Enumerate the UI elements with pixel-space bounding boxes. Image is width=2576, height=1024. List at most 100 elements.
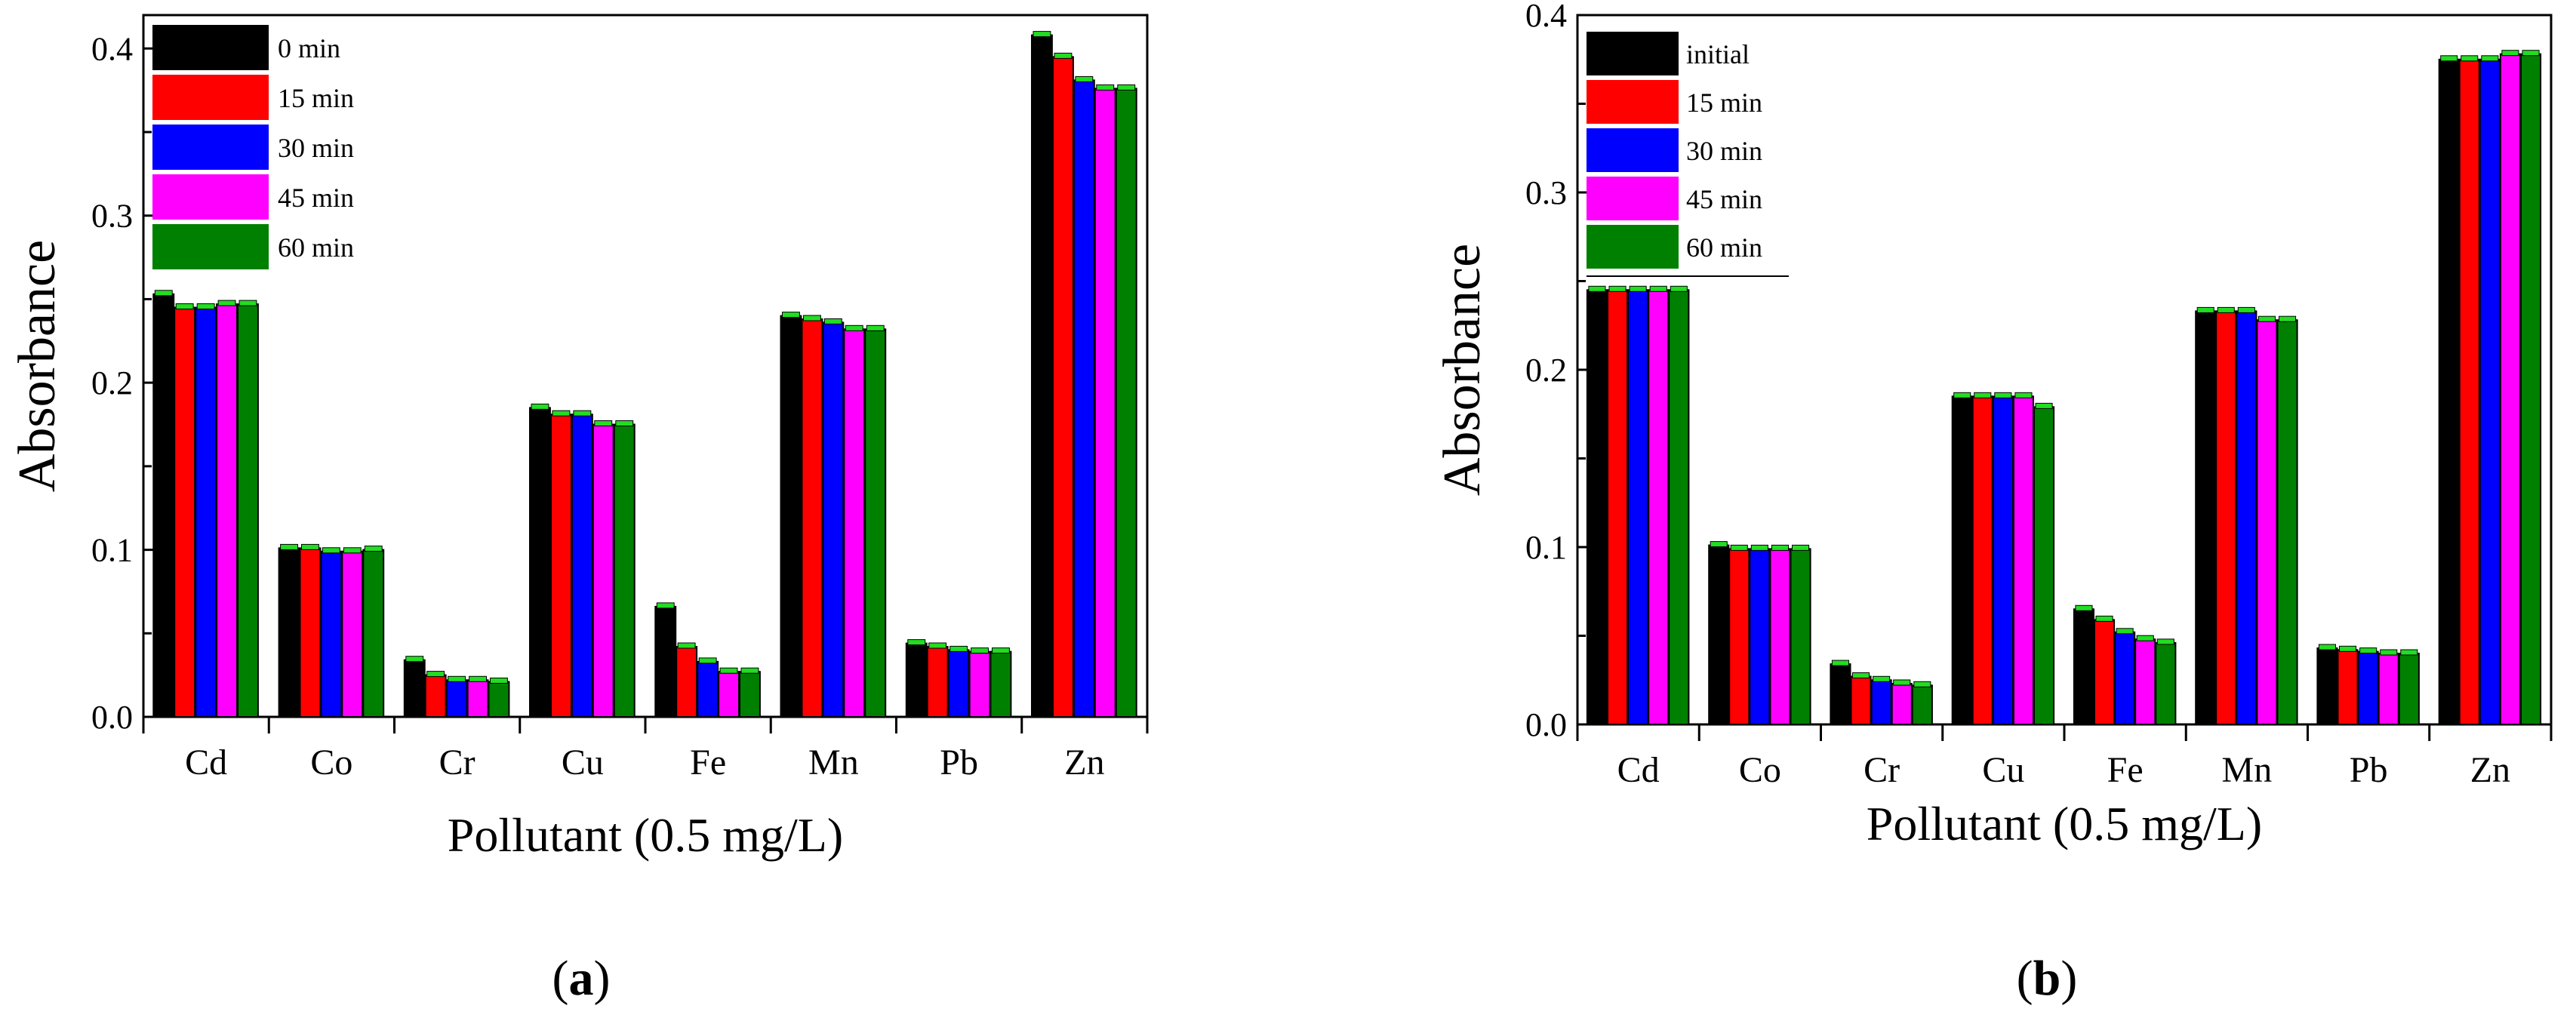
- error-bar-mn-4: [866, 324, 885, 331]
- bar-fe-3: [718, 671, 740, 718]
- bar-co-3: [341, 550, 364, 718]
- error-bar-cu-4: [2035, 402, 2053, 409]
- y-tick-label: 0.1: [91, 532, 133, 569]
- error-bar-mn-0: [2196, 306, 2214, 313]
- x-tick-label: Co: [1739, 750, 1781, 790]
- bar-zn-2: [1073, 79, 1095, 718]
- chart-panel-a: 0.0 0.1 0.2 0.3 0.4 Cd Co Cr Cu Fe Mn Pb Zn 0 min 1…: [8, 14, 1149, 1006]
- bar-cu-1: [1971, 395, 1993, 726]
- error-bar-co-0: [1710, 541, 1728, 548]
- error-bar-mn-3: [845, 324, 863, 331]
- x-tick-label: Co: [310, 743, 352, 783]
- error-bar-co-2: [322, 547, 340, 554]
- error-bar-fe-4: [740, 667, 759, 674]
- bar-co-1: [1728, 548, 1750, 726]
- panel-label-letter: b: [2033, 951, 2061, 1006]
- error-bar-pb-4: [2400, 649, 2418, 656]
- bar-zn-4: [1115, 88, 1137, 718]
- bar-pb-3: [968, 650, 991, 718]
- legend-label: 45 min: [278, 183, 354, 213]
- x-axis-title: Pollutant (0.5 mg/L): [448, 808, 843, 862]
- error-bar-cu-4: [615, 420, 634, 426]
- error-bar-fe-4: [2156, 638, 2174, 645]
- bar-zn-0: [2438, 58, 2460, 726]
- bar-cd-4: [237, 303, 259, 718]
- error-bar-cd-2: [196, 303, 215, 309]
- bar-pb-4: [989, 650, 1012, 718]
- error-bar-pb-0: [2318, 644, 2336, 650]
- legend-swatch-2: [152, 125, 269, 170]
- error-bar-cr-0: [405, 656, 424, 663]
- error-bar-pb-0: [907, 639, 926, 646]
- error-bar-zn-2: [1075, 75, 1094, 82]
- bar-mn-3: [843, 328, 866, 718]
- y-axis-ticks: 0.0 0.1 0.2 0.3 0.4: [91, 30, 158, 736]
- legend: initial 15 min 30 min 45 min 60 min: [1587, 32, 1789, 277]
- bar-zn-2: [2479, 58, 2501, 726]
- bar-mn-3: [2256, 319, 2278, 725]
- bar-mn-0: [2195, 310, 2217, 725]
- bar-mn-1: [2215, 310, 2237, 725]
- bar-zn-1: [1052, 56, 1074, 718]
- error-bar-mn-1: [2217, 306, 2235, 313]
- bars-group: [1586, 50, 2542, 726]
- bar-zn-4: [2520, 53, 2542, 725]
- bar-co-4: [362, 549, 385, 718]
- error-bar-mn-1: [803, 315, 821, 321]
- panel-label-open-paren: (: [552, 951, 569, 1006]
- error-bar-cr-2: [448, 675, 466, 682]
- error-bar-co-1: [301, 543, 319, 550]
- panel-label-close-paren: ): [594, 951, 611, 1006]
- error-bar-fe-0: [656, 602, 675, 609]
- x-tick-label: Mn: [808, 743, 859, 783]
- x-tick-label: Zn: [1064, 743, 1104, 783]
- bar-cr-1: [424, 674, 447, 718]
- x-axis-ticks: Cd Co Cr Cu Fe Mn Pb Zn: [142, 717, 1149, 783]
- bar-cr-0: [403, 659, 426, 718]
- error-bar-fe-1: [2095, 615, 2113, 622]
- error-bar-mn-3: [2257, 315, 2276, 322]
- error-bar-cr-1: [1852, 672, 1870, 678]
- error-bar-zn-3: [1096, 84, 1115, 91]
- error-bar-pb-3: [2380, 649, 2398, 656]
- error-bar-cu-3: [594, 420, 613, 426]
- error-bar-co-2: [1750, 544, 1768, 551]
- error-bar-co-3: [343, 547, 362, 554]
- y-tick-label: 0.2: [1525, 352, 1567, 389]
- bar-zn-0: [1031, 34, 1053, 718]
- x-tick-label: Pb: [940, 743, 978, 783]
- error-bar-fe-2: [698, 657, 717, 664]
- error-bar-cu-2: [573, 410, 592, 417]
- legend-label: initial: [1686, 39, 1750, 69]
- bar-co-2: [1749, 548, 1771, 726]
- bar-pb-2: [947, 649, 970, 718]
- bar-cd-0: [1586, 289, 1608, 725]
- bar-pb-1: [2337, 649, 2359, 725]
- y-tick-label: 0.0: [91, 699, 133, 736]
- y-axis-title: Absorbance: [8, 240, 66, 492]
- y-axis-title: Absorbance: [1433, 244, 1491, 496]
- bar-cd-1: [1607, 289, 1629, 725]
- error-bar-pb-1: [928, 642, 947, 649]
- error-bar-fe-0: [2075, 604, 2093, 611]
- y-tick-label: 0.4: [1525, 0, 1567, 34]
- error-bar-cu-3: [2014, 392, 2033, 398]
- bar-co-2: [320, 550, 343, 718]
- bar-fe-0: [654, 605, 677, 718]
- error-bar-cd-1: [1608, 285, 1627, 292]
- legend-label: 15 min: [1686, 88, 1762, 118]
- y-tick-label: 0.0: [1525, 706, 1567, 743]
- bar-co-3: [1769, 548, 1791, 726]
- legend-swatch-3: [152, 174, 269, 220]
- bars-group: [152, 31, 1137, 718]
- error-bar-cu-0: [531, 403, 549, 410]
- bar-fe-2: [2114, 631, 2136, 725]
- bar-cr-3: [466, 679, 489, 718]
- error-bar-mn-0: [782, 312, 800, 318]
- legend-swatch-0: [1587, 32, 1679, 75]
- bar-cr-1: [1850, 675, 1872, 725]
- legend-label: 0 min: [278, 33, 340, 63]
- error-bar-cr-3: [1893, 679, 1911, 686]
